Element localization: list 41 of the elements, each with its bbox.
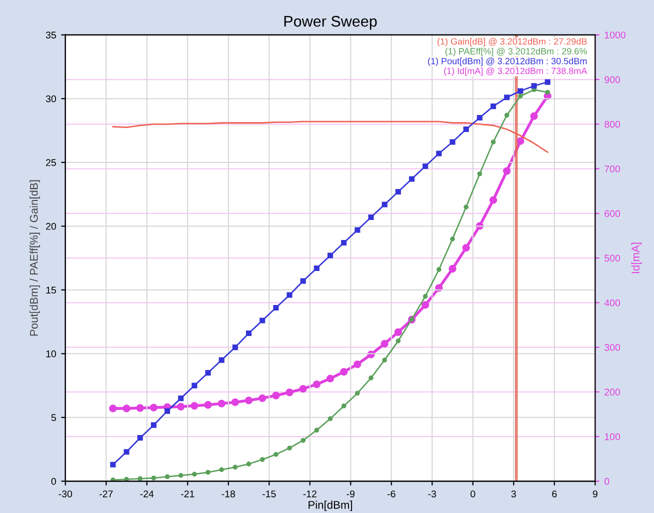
annotation: (1) Id[mA] @ 3.2012dBm : 738.8mA xyxy=(444,67,588,76)
y2-tick-label: 200 xyxy=(604,388,620,396)
x-tick-label: -30 xyxy=(58,490,72,498)
y2-tick-label: 800 xyxy=(604,120,620,128)
annotation: (1) Pout[dBm] @ 3.2012dBm : 30.5dBm xyxy=(428,58,587,66)
y-tick-label: 0 xyxy=(51,478,56,485)
x-tick-label: -21 xyxy=(181,490,194,498)
y-tick-label: 10 xyxy=(46,350,56,358)
x-tick-label: -18 xyxy=(222,490,235,498)
y2-tick-label: 600 xyxy=(604,210,620,218)
x-tick-label: 9 xyxy=(592,490,598,498)
y2-axis-title: Id[mA] xyxy=(631,242,642,274)
y-tick-label: 15 xyxy=(46,286,56,294)
y2-tick-label: 1000 xyxy=(604,32,626,39)
chart-title: Power Sweep xyxy=(284,16,377,30)
x-tick-label: 3 xyxy=(511,490,516,498)
y2-tick-label: 900 xyxy=(604,76,620,84)
y-tick-label: 25 xyxy=(46,159,56,166)
y2-tick-label: 400 xyxy=(604,299,620,306)
x-tick-label: 6 xyxy=(552,490,557,498)
y-tick-label: 35 xyxy=(46,32,56,39)
x-tick-label: -24 xyxy=(140,490,154,498)
x-tick-label: -15 xyxy=(262,490,276,498)
x-axis-title: Pin[dBm] xyxy=(308,500,352,512)
x-tick-label: -9 xyxy=(346,490,355,498)
annotation: (1) PAEff[%] @ 3.2012dBm : 29.6% xyxy=(445,48,587,56)
y-tick-label: 20 xyxy=(46,222,56,230)
y2-tick-label: 500 xyxy=(604,254,620,262)
annotation: (1) Gain[dB] @ 3.2012dBm : 27.29dB xyxy=(438,38,587,46)
y-tick-label: 5 xyxy=(51,414,56,422)
y2-tick-label: 0 xyxy=(604,478,610,485)
x-tick-label: -6 xyxy=(388,490,396,498)
x-tick-label: -27 xyxy=(100,490,113,498)
x-tick-label: 0 xyxy=(470,490,476,498)
y2-tick-label: 100 xyxy=(604,433,620,440)
y2-tick-label: 300 xyxy=(604,344,620,351)
y2-tick-label: 700 xyxy=(604,166,620,172)
y-tick-label: 30 xyxy=(46,95,56,102)
y-axis-title: Pout[dBm] / PAEff[%] / Gain[dB] xyxy=(30,180,40,336)
x-tick-label: -12 xyxy=(303,490,316,498)
x-tick-label: -3 xyxy=(428,490,436,498)
